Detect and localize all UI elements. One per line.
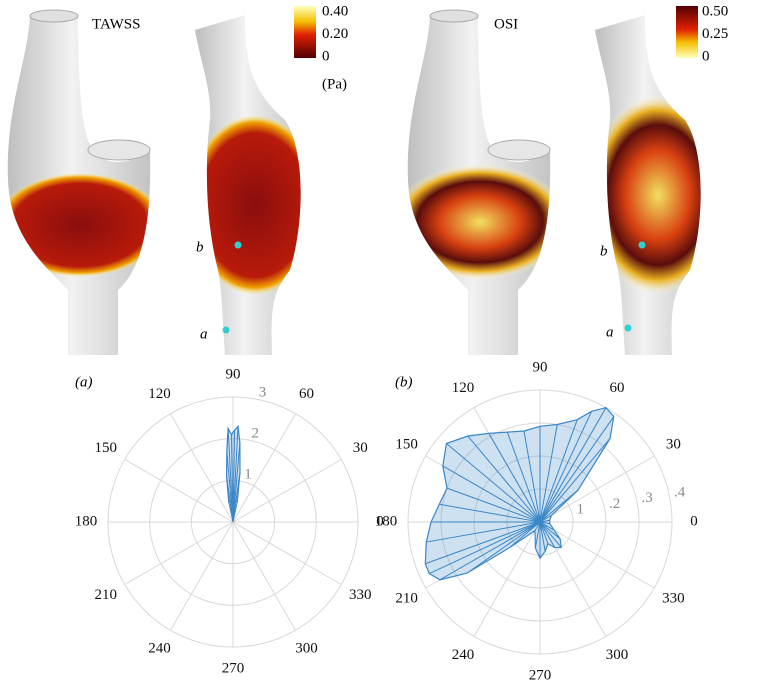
theta-tick-label: 240 [452, 647, 475, 663]
theta-tick-label: 90 [226, 366, 241, 382]
theta-tick-label: 210 [94, 587, 117, 603]
vector [506, 431, 541, 523]
colorbar-tick-label: 0 [322, 48, 330, 64]
r-tick-label: 2 [251, 425, 259, 441]
grid-spoke [539, 521, 655, 589]
r-tick-label: .2 [609, 496, 620, 512]
grid-spoke [170, 521, 234, 631]
theta-tick-label: 240 [148, 641, 171, 657]
vector [539, 521, 546, 552]
theta-tick-label: 330 [349, 587, 372, 603]
vector [539, 521, 562, 548]
panel-label: (a) [75, 374, 93, 390]
vector [539, 407, 607, 523]
grid-spoke [232, 521, 296, 631]
r-tick-label: 1 [244, 466, 252, 482]
theta-tick-label: 0 [376, 513, 384, 529]
theta-tick-label: 120 [452, 380, 475, 396]
panel-title: TAWSS [92, 16, 140, 32]
grid-spoke [232, 413, 296, 523]
theta-tick-label: 150 [94, 440, 117, 456]
theta-tick-label: 270 [529, 667, 552, 680]
vector [466, 521, 541, 574]
vector [539, 424, 558, 523]
r-tick-label: 1 [576, 502, 584, 518]
vector [227, 428, 234, 523]
point-label: a [606, 324, 614, 340]
vector [534, 521, 541, 531]
colorbar-unit: (Pa) [322, 76, 347, 92]
r-tick-label: .4 [674, 485, 686, 501]
r-tick-label: .3 [641, 490, 652, 506]
theta-tick-label: 0 [690, 513, 698, 529]
colorbar [676, 6, 698, 58]
panel-label: (b) [395, 374, 413, 390]
vector [539, 411, 593, 523]
rose-outline [424, 407, 615, 581]
grid-spoke [539, 455, 655, 523]
vector [446, 487, 541, 523]
colorbar-tick-label: 0.40 [322, 3, 348, 19]
vector [534, 521, 541, 549]
grid-spoke [232, 521, 342, 585]
vector [509, 521, 541, 548]
grid-spoke [124, 521, 234, 585]
vector [230, 434, 234, 523]
theta-tick-label: 270 [222, 660, 245, 676]
theta-tick-label: 60 [299, 386, 314, 402]
panel-title: OSI [494, 16, 518, 32]
grid-spoke [170, 413, 234, 523]
theta-tick-label: 300 [295, 641, 318, 657]
theta-tick-label: 150 [395, 436, 418, 452]
theta-tick-label: 60 [610, 380, 625, 396]
point-label: b [600, 243, 608, 259]
vector [539, 521, 549, 544]
vector [439, 521, 541, 581]
theta-tick-label: 30 [353, 440, 368, 456]
point-label: a [200, 326, 208, 342]
theta-tick-label: 30 [666, 436, 681, 452]
vector [488, 433, 541, 523]
theta-tick-label: 210 [395, 590, 418, 606]
vector [539, 519, 550, 523]
vector [232, 430, 236, 523]
theta-tick-label: 300 [606, 647, 629, 663]
rose-outline [225, 424, 241, 503]
vector [228, 501, 234, 523]
vector [539, 419, 578, 523]
vector [523, 430, 541, 523]
colorbar-tick-label: 0.20 [322, 26, 348, 42]
vector [425, 521, 541, 565]
colorbar-tick-label: 0 [702, 48, 710, 64]
colorbar-tick-label: 0.25 [702, 26, 728, 42]
vector [446, 443, 541, 523]
vector [442, 465, 541, 523]
vector [426, 521, 541, 543]
vector [467, 435, 541, 523]
theta-tick-label: 90 [533, 359, 548, 375]
theta-tick-label: 120 [148, 386, 171, 402]
vector [429, 521, 541, 575]
vector [539, 521, 561, 540]
vector [539, 521, 550, 525]
colorbar-tick-label: 0.50 [702, 3, 728, 19]
vector [232, 426, 239, 523]
theta-tick-label: 180 [375, 513, 398, 529]
vector [539, 521, 555, 531]
vector [226, 451, 234, 523]
theta-tick-label: 180 [75, 513, 98, 529]
grid-spoke [124, 459, 234, 523]
vector [439, 503, 541, 523]
point-label: b [196, 239, 204, 255]
grid-spoke [232, 459, 342, 523]
vector [539, 438, 611, 523]
vector [539, 521, 556, 548]
vessels [7, 9, 701, 355]
theta-tick-label: 330 [662, 590, 685, 606]
vector [539, 416, 615, 523]
grid-spoke [473, 521, 541, 637]
colorbar [294, 6, 316, 58]
r-tick-label: 3 [259, 384, 267, 400]
